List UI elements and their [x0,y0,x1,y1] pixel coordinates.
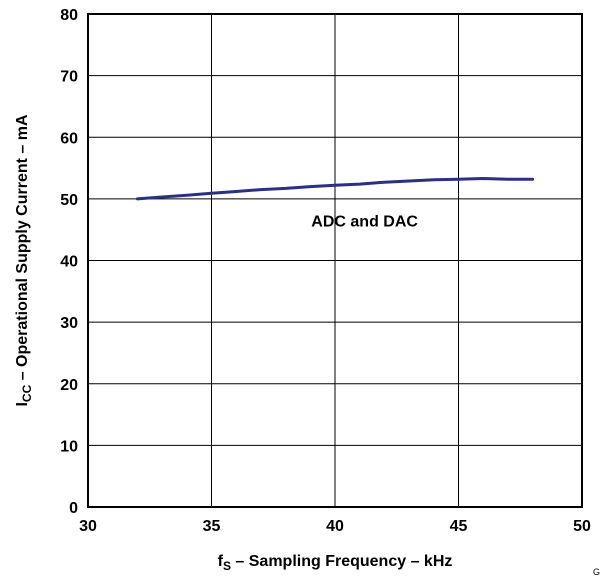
y-tick-label: 70 [60,69,78,86]
y-tick-label: 20 [60,377,78,394]
y-axis-label: ICC – Operational Supply Current – mA [14,114,34,407]
y-tick-label: 10 [60,438,78,455]
y-tick-label: 30 [60,315,78,332]
y-axis-label-rest: – Operational Supply Current – mA [14,114,31,385]
x-tick-label: 35 [203,518,221,535]
x-tick-label: 40 [326,518,344,535]
x-axis-label-main: f [218,553,224,570]
grid [88,14,582,507]
x-tick-label: 30 [79,518,97,535]
y-tick-label: 0 [69,500,78,517]
y-tick-label: 80 [60,7,78,24]
series-annotation: ADC and DAC [311,214,418,231]
series-layer [135,177,535,201]
x-axis-label: fS – Sampling Frequency – kHz [218,553,453,573]
x-axis-label-rest: – Sampling Frequency – kHz [231,553,452,570]
series-line [135,177,535,201]
y-axis-label-main: I [14,402,31,406]
y-axis-label-sub: CC [20,384,34,402]
corner-label: G [593,567,600,577]
annotation-layer: ADC and DAC [311,214,418,231]
x-axis-label-sub: S [223,559,231,573]
y-tick-label: 60 [60,130,78,147]
x-tick-label: 50 [573,518,591,535]
y-tick-label: 50 [60,192,78,209]
x-tick-label: 45 [450,518,468,535]
y-tick-label: 40 [60,254,78,271]
plot-frame [87,13,583,508]
ticks-layer: 30 35 40 45 50 0 10 20 30 40 50 60 70 80 [60,7,591,535]
